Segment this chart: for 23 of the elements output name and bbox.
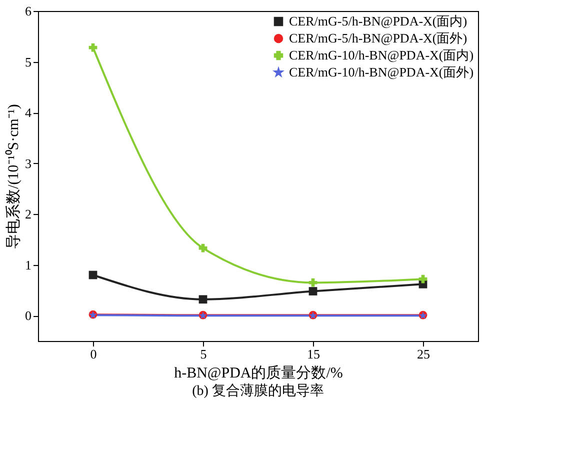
y-axis-title: 导电系数/(10⁻¹⁰S·cm⁻¹) bbox=[5, 104, 22, 249]
y-tick-label: 4 bbox=[25, 105, 32, 120]
y-tick-label: 2 bbox=[25, 206, 32, 222]
legend-label: CER/mG-5/h-BN@PDA-X(面内) bbox=[289, 14, 468, 28]
legend-label: CER/mG-5/h-BN@PDA-X(面外) bbox=[289, 30, 468, 46]
y-tick-label: 6 bbox=[25, 4, 32, 18]
point bbox=[198, 295, 208, 304]
point bbox=[308, 278, 318, 287]
point bbox=[198, 244, 208, 252]
y-tick-label: 0 bbox=[25, 308, 32, 324]
text: (b) 复合薄膜的电导率 bbox=[192, 383, 324, 399]
x-tick-label: 15 bbox=[307, 346, 320, 362]
x-tick-label: 5 bbox=[200, 346, 207, 362]
legend-label: CER/mG-10/h-BN@PDA-X(面外) bbox=[289, 64, 474, 80]
y-tick-label: 1 bbox=[25, 257, 32, 272]
point bbox=[308, 287, 318, 296]
y-tick-label: 3 bbox=[25, 156, 32, 171]
x-axis-title: h-BN@PDA的质量分数/% bbox=[174, 364, 343, 382]
point bbox=[88, 270, 98, 280]
x-tick-label: 0 bbox=[90, 346, 97, 362]
x-tick-label: 25 bbox=[417, 346, 430, 362]
legend-label: CER/mG-10/h-BN@PDA-X(面内) bbox=[289, 48, 474, 62]
y-tick-label: 5 bbox=[25, 54, 32, 70]
